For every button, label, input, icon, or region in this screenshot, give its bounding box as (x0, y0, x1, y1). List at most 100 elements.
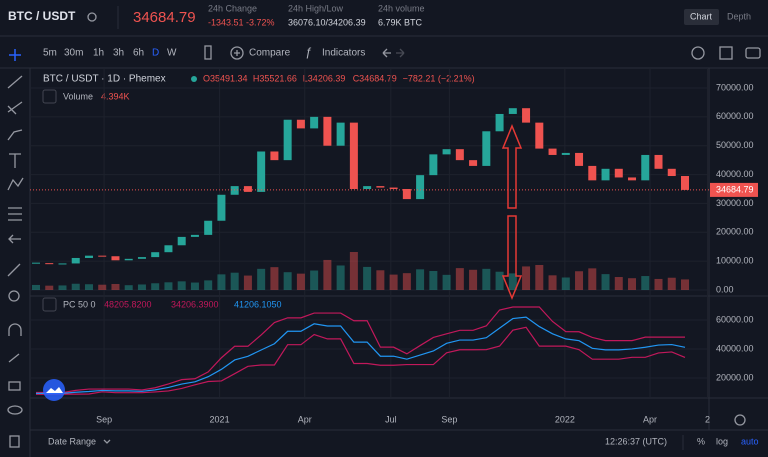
candle (654, 154, 663, 169)
interval[interactable]: 30m (64, 48, 83, 59)
candle (323, 116, 332, 146)
brush-tool[interactable] (7, 129, 23, 141)
candle (283, 119, 292, 161)
x-tick-label: Jul (385, 414, 397, 424)
candle (177, 236, 186, 246)
candle (111, 256, 120, 261)
candle (389, 187, 398, 189)
volume-bar (495, 271, 504, 290)
annotation-arrows (501, 124, 523, 300)
candle (137, 257, 146, 259)
indicators[interactable]: Indicators (322, 48, 365, 59)
up-arrow (501, 124, 523, 209)
ohlc: O35491.34 H35521.66 L34206.39 C34684.79 −782… (203, 73, 475, 83)
candle (190, 234, 199, 237)
settings-icon[interactable] (691, 46, 705, 60)
interval[interactable]: W (167, 48, 177, 59)
volume-bar (151, 283, 160, 290)
undo-icon[interactable] (382, 48, 391, 58)
text-tool[interactable] (9, 153, 21, 168)
volume-collapse[interactable] (42, 89, 57, 104)
interval[interactable]: D (152, 48, 159, 59)
candle (257, 151, 266, 192)
x-tick-label: 2 (705, 414, 710, 424)
volume-bar (58, 285, 67, 290)
vol-label: 24h volume (378, 3, 425, 13)
volume-bar (177, 281, 186, 290)
volume-bar (111, 283, 120, 290)
chart-tab[interactable]: Chart (690, 11, 713, 21)
pc-value: 34206.3900 (171, 299, 219, 309)
fib-tool[interactable] (7, 101, 23, 115)
volume-bar (283, 272, 292, 290)
interval[interactable]: 1h (93, 48, 104, 59)
zoom-tool[interactable] (8, 290, 20, 302)
crosshair[interactable] (9, 49, 21, 61)
interval[interactable]: 5m (43, 48, 57, 59)
pattern-tool[interactable] (7, 177, 24, 191)
pc-values: 48205.8200 34206.3900 41206.1050 (104, 299, 282, 309)
pair-icon[interactable] (87, 12, 97, 22)
trash-tool[interactable] (9, 435, 20, 448)
volume-bar (323, 259, 332, 290)
eye-tool[interactable] (7, 405, 23, 415)
measure-tool[interactable] (8, 207, 22, 221)
volume-bar (71, 283, 80, 290)
interval[interactable]: 6h (133, 48, 144, 59)
candle (482, 131, 491, 166)
hl-label: 24h High/Low (288, 3, 344, 13)
fullscreen-icon[interactable] (719, 46, 733, 60)
volume-bar (243, 275, 252, 290)
compare[interactable]: Compare (249, 48, 291, 59)
y-tick-label: 10000.00 (716, 256, 754, 266)
volume-bar (45, 285, 54, 290)
candle (442, 149, 451, 155)
candle (230, 186, 239, 195)
redo-icon[interactable] (396, 48, 405, 58)
log-toggle[interactable]: log (716, 436, 728, 446)
y-tick-label: 50000.00 (716, 140, 754, 150)
volume-bar (601, 274, 610, 290)
candle (243, 186, 252, 192)
chart-tab-bg[interactable] (684, 9, 719, 25)
interval[interactable]: 3h (113, 48, 124, 59)
pc-collapse[interactable] (42, 297, 57, 312)
last-price: 34684.79 (133, 9, 196, 26)
compare-icon[interactable] (230, 46, 244, 60)
candle-icon[interactable] (204, 45, 212, 60)
candle (601, 168, 610, 181)
last-price-label: 34684.79 (716, 184, 754, 194)
pen-lock-tool[interactable] (8, 353, 20, 363)
pair[interactable]: BTC / USDT (8, 9, 76, 23)
trend-tool[interactable] (7, 75, 23, 89)
back-tool[interactable] (8, 234, 21, 244)
change-label: 24h Change (208, 3, 257, 13)
ohlc-value: O35491.34 (203, 73, 248, 83)
axis-settings[interactable] (734, 414, 746, 426)
date-range-caret (103, 439, 111, 444)
candle (363, 186, 372, 189)
pc-tick-label: 60000.00 (716, 314, 754, 324)
volume-bar (522, 266, 531, 290)
pc-value: 48205.8200 (104, 299, 152, 309)
logo[interactable] (43, 379, 65, 401)
volume-bar (482, 268, 491, 290)
depth-tab[interactable]: Depth (727, 11, 751, 21)
down-arrow (501, 215, 523, 300)
percent-toggle[interactable]: % (697, 436, 705, 446)
candle (495, 113, 504, 132)
candle (217, 194, 226, 221)
last-price-box (710, 182, 758, 197)
auto-toggle[interactable]: auto (741, 436, 759, 446)
date-range[interactable]: Date Range (48, 436, 96, 446)
lock-tool[interactable] (8, 381, 21, 391)
ruler-tool[interactable] (7, 263, 21, 277)
pc-name: PC 50 0 (63, 299, 96, 309)
logo-mark (46, 387, 63, 393)
pc-value: 41206.1050 (234, 299, 282, 309)
volume-bar (310, 270, 319, 290)
magnet-tool[interactable] (8, 323, 22, 336)
camera-icon[interactable] (745, 47, 761, 59)
volume-bar (363, 266, 372, 290)
